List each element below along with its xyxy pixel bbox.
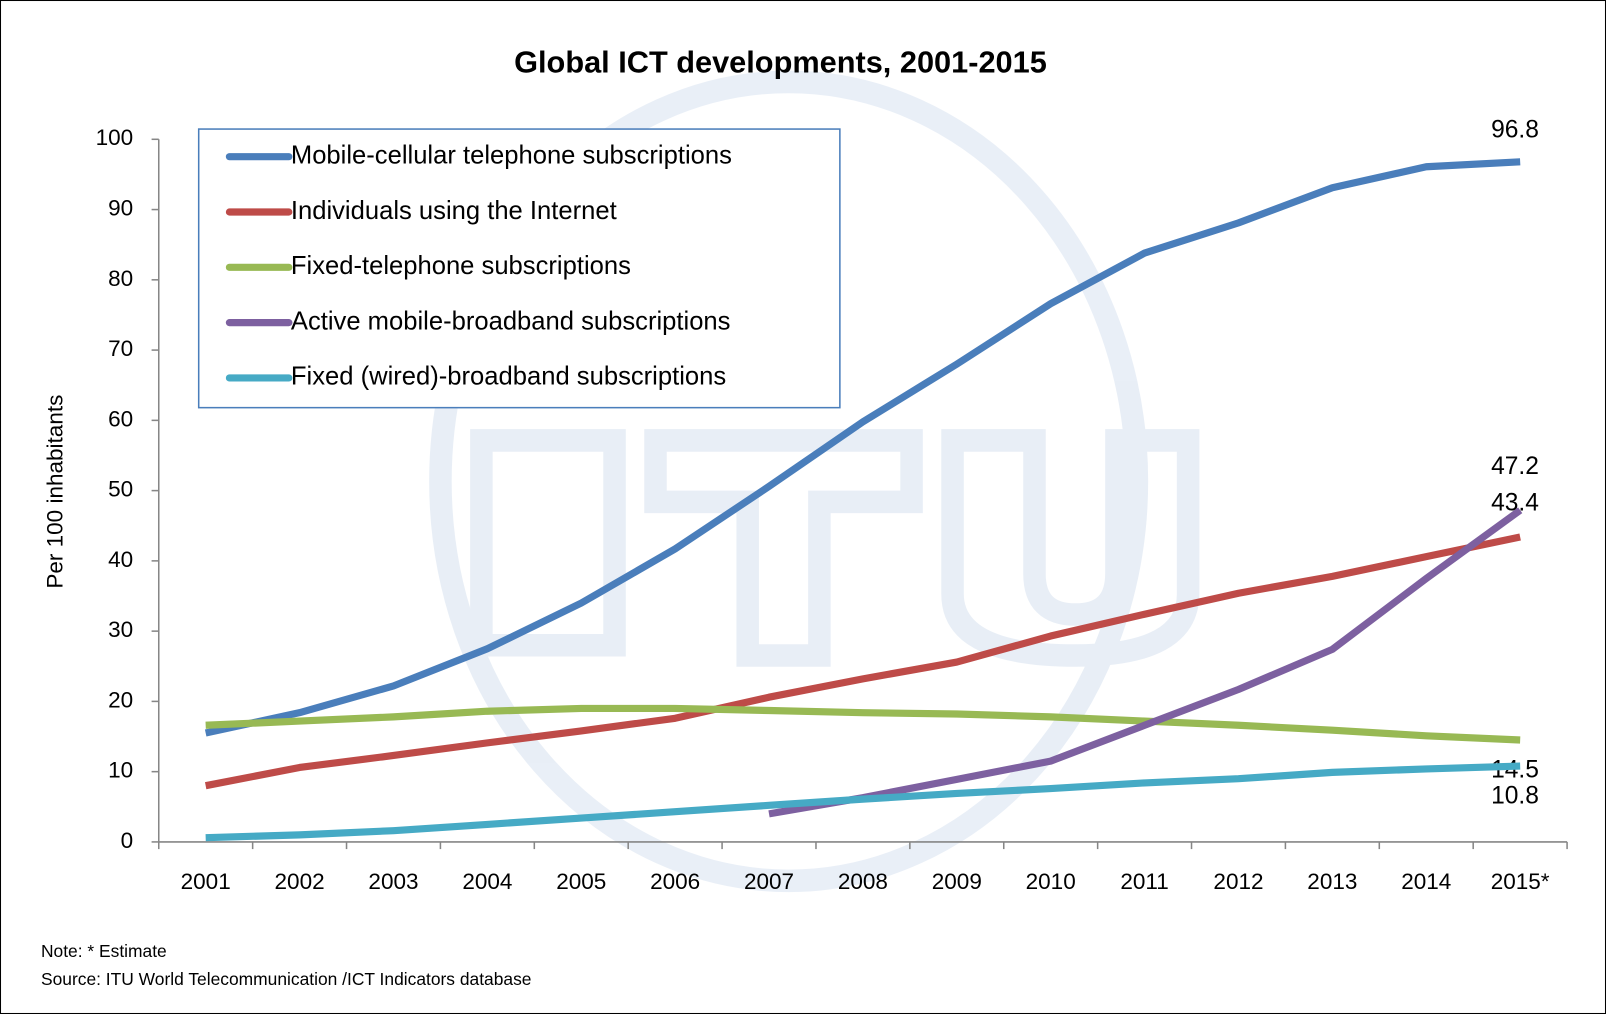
- y-tick-label: 0: [121, 828, 134, 853]
- series-line: [768, 507, 1523, 818]
- x-tick-label: 2010: [1026, 869, 1076, 894]
- y-tick-label: 80: [108, 266, 133, 291]
- x-tick-label: 2001: [181, 869, 231, 894]
- legend-label: Individuals using the Internet: [291, 197, 617, 225]
- x-tick-label: 2003: [368, 869, 418, 894]
- y-tick-label: 90: [108, 196, 133, 221]
- x-tick-label: 2013: [1307, 869, 1357, 894]
- series-line: [204, 158, 1521, 737]
- legend-label: Fixed-telephone subscriptions: [291, 252, 631, 280]
- series-line: [205, 704, 1521, 744]
- y-tick-label: 30: [108, 617, 133, 642]
- y-tick-label: 100: [96, 125, 134, 150]
- x-tick-label: 2014: [1401, 869, 1451, 894]
- y-tick-label: 60: [108, 406, 133, 431]
- legend-label: Active mobile-broadband subscriptions: [291, 307, 731, 335]
- y-tick-label: 10: [108, 758, 133, 783]
- y-tick-label: 20: [108, 687, 133, 712]
- data-label: 47.2: [1491, 453, 1539, 480]
- x-tick-label: 2015*: [1491, 869, 1550, 894]
- x-tick-label: 2002: [275, 869, 325, 894]
- x-tick-label: 2009: [932, 869, 982, 894]
- series-line: [204, 533, 1521, 790]
- legend: Mobile-cellular telephone subscriptions I…: [197, 128, 841, 409]
- x-tick-label: 2008: [838, 869, 888, 894]
- watermark: [429, 70, 1200, 893]
- x-tick-label: 2012: [1213, 869, 1263, 894]
- legend-label: Fixed (wired)-broadband subscriptions: [291, 363, 726, 391]
- y-tick-label: 70: [108, 336, 133, 361]
- data-label: 10.8: [1491, 782, 1539, 809]
- note: Note: * Estimate: [41, 941, 167, 961]
- x-tick-label: 2007: [744, 869, 794, 894]
- source: Source: ITU World Telecommunication /ICT…: [41, 969, 532, 989]
- x-tick-label: 2006: [650, 869, 700, 894]
- legend-label: Mobile-cellular telephone subscriptions: [291, 141, 732, 169]
- chart-title: Global ICT developments, 2001-2015: [514, 45, 1047, 80]
- y-tick-label: 40: [108, 547, 133, 572]
- x-tick-label: 2011: [1120, 869, 1168, 894]
- x-tick-label: 2004: [462, 869, 512, 894]
- y-axis-label: Per 100 inhabitants: [42, 395, 67, 589]
- series-line: [205, 762, 1521, 842]
- data-label: 96.8: [1491, 117, 1539, 144]
- y-tick-label: 50: [108, 477, 133, 502]
- legend-box: [197, 128, 841, 409]
- x-tick-label: 2005: [556, 869, 606, 894]
